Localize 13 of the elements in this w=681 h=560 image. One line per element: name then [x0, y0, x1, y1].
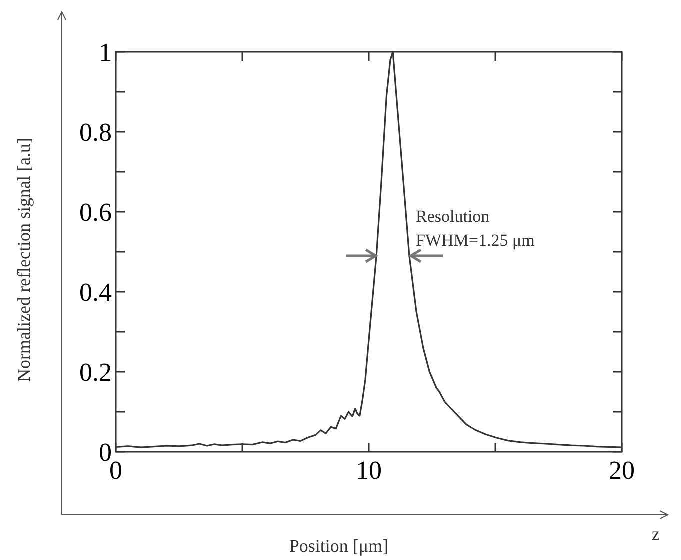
annotation: FWHM=1.25 μm — [416, 231, 535, 250]
y-tick-label: 0.6 — [80, 198, 112, 227]
y-tick-label: 0.2 — [80, 358, 112, 387]
annotation: Resolution — [416, 207, 490, 226]
x-tick-label: 20 — [609, 456, 635, 485]
text: z — [652, 524, 660, 544]
y-tick-label: 1 — [99, 38, 112, 67]
y-tick-label: 0 — [99, 438, 112, 467]
y-tick-label: 0.4 — [80, 278, 112, 307]
x-axis-title: Position [μm] — [289, 536, 389, 556]
y-axis-title: Normalized reflection signal [a.u] — [14, 138, 34, 382]
x-tick-label: 10 — [356, 456, 382, 485]
y-tick-label: 0.8 — [80, 118, 112, 147]
